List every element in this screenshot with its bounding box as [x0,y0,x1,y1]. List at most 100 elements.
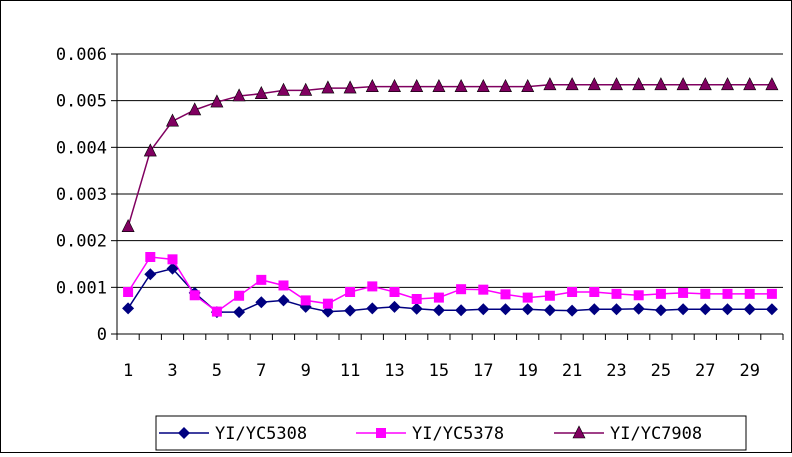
data-point-square [522,292,533,303]
series-line [127,256,772,313]
data-point-diamond [743,303,756,316]
data-point-square [345,287,356,297]
data-point-triangle [454,78,468,92]
data-point-diamond [455,304,468,317]
data-point-triangle [143,143,157,157]
series-markers [121,77,779,319]
data-point-square [611,288,622,299]
y-tick-label: 0.005 [56,92,107,112]
data-point-diamond [388,300,401,313]
legend-label: YI/YC5378 [412,424,504,444]
y-tick-label: 0 [97,325,107,345]
data-point-diamond [654,304,667,317]
data-point-diamond [255,296,268,309]
data-point-triangle [299,82,313,96]
data-point-diamond [677,303,690,316]
data-point-diamond [765,303,778,316]
data-point-square [123,287,134,297]
data-point-square [478,284,489,295]
data-point-square [678,287,689,298]
data-point-square [456,284,467,295]
y-tick-label: 0.003 [56,185,107,205]
data-point-diamond [122,302,135,315]
data-point-square [433,292,444,303]
x-tick-label: 11 [340,361,360,381]
data-point-triangle [572,425,586,439]
x-tick-label: 15 [429,361,449,381]
data-point-triangle [321,80,335,94]
data-point-triangle [232,88,246,102]
y-tick-label: 0.002 [56,232,107,252]
data-point-diamond [499,303,512,316]
data-point-square [145,252,156,262]
data-point-diamond [144,268,157,281]
data-point-square [367,281,378,292]
data-point-diamond [610,303,623,316]
data-point-square [544,290,555,301]
x-axis-ticks: 1 3 5 7 9 11 13 15 17 19 21 23 25 27 29 [116,334,784,381]
series-line [127,84,772,227]
data-point-diamond [166,262,179,275]
x-tick-label: 25 [651,361,671,381]
y-axis-ticks: 0 0.001 0.002 0.003 0.004 0.005 0.006 [56,45,117,345]
data-point-diamond [521,303,534,316]
gridlines [117,53,783,288]
data-point-triangle [121,218,135,232]
x-tick-label: 9 [301,361,311,381]
data-point-triangle [632,77,646,91]
data-point-triangle [587,77,601,91]
data-point-diamond [344,304,357,317]
x-tick-label: 5 [212,361,222,381]
x-tick-label: 21 [562,361,582,381]
x-tick-label: 19 [517,361,537,381]
data-point-triangle [277,82,290,96]
data-point-square [633,290,644,301]
legend-label: YI/YC7908 [610,424,702,444]
data-point-square [589,287,600,297]
data-point-square [278,280,289,291]
data-point-triangle [166,113,179,127]
data-point-triangle [476,78,490,92]
data-point-triangle [565,77,579,91]
data-point-square [211,306,222,317]
data-point-diamond [233,306,246,319]
legend-label: YI/YC5308 [215,424,307,444]
data-point-triangle [410,78,424,92]
data-point-diamond [588,303,601,316]
data-point-square [500,289,511,300]
data-point-triangle [365,78,379,92]
legend: YI/YC5308 YI/YC5378 YI/YC7908 [155,415,747,451]
data-point-triangle [654,77,668,91]
data-point-square [300,295,311,306]
data-point-square [411,294,422,304]
y-tick-label: 0.004 [56,138,107,158]
data-point-diamond [432,304,445,317]
data-point-triangle [765,77,779,91]
data-point-triangle [499,78,512,92]
data-point-diamond [178,427,190,439]
legend-box [155,415,747,451]
data-point-triangle [743,77,757,91]
data-point-square [189,290,200,301]
data-point-diamond [277,294,290,307]
series-lines [127,84,772,313]
data-point-square [234,290,245,301]
data-point-triangle [721,77,734,91]
data-point-square [766,288,777,299]
x-tick-label: 3 [167,361,177,381]
x-tick-label: 7 [256,361,266,381]
data-point-square [389,287,400,297]
data-point-triangle [610,77,623,91]
data-point-triangle [698,77,712,91]
x-tick-label: 27 [695,361,715,381]
data-point-diamond [366,302,379,315]
data-point-square [256,274,267,285]
data-point-diamond [699,303,712,316]
x-tick-label: 29 [739,361,759,381]
data-point-diamond [566,304,579,317]
y-tick-label: 0.001 [56,278,107,298]
data-point-triangle [388,78,401,92]
data-point-square [655,288,666,299]
data-point-square [700,288,711,299]
